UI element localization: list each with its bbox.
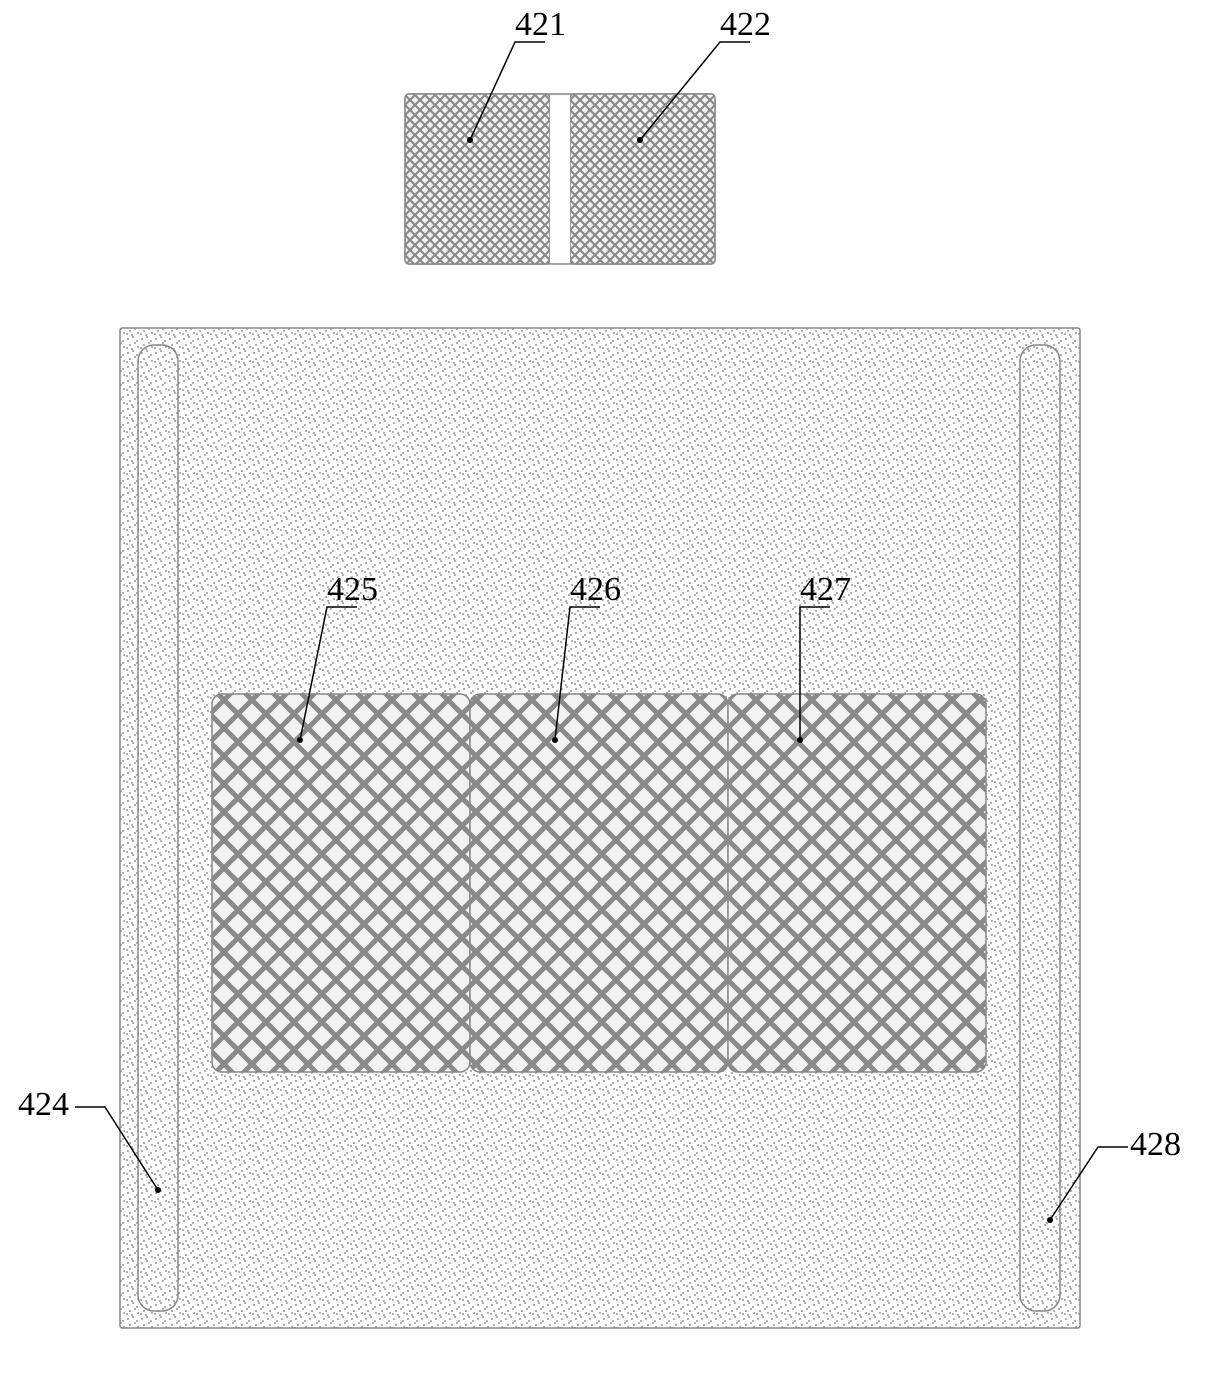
label-426: 426 <box>570 571 621 608</box>
leader-tip-427 <box>797 737 803 743</box>
block-422 <box>570 94 715 264</box>
label-421: 421 <box>515 6 566 43</box>
block-426 <box>470 694 728 1072</box>
label-427: 427 <box>800 571 851 608</box>
leader-tip-424 <box>155 1187 161 1193</box>
leader-tip-428 <box>1047 1217 1053 1223</box>
label-424: 424 <box>18 1086 69 1123</box>
leader-tip-421 <box>467 137 473 143</box>
block-425 <box>212 694 470 1072</box>
leader-tip-425 <box>297 737 303 743</box>
leader-tip-426 <box>552 737 558 743</box>
sidebar-424 <box>138 345 178 1311</box>
block-421 <box>405 94 550 264</box>
leader-tip-422 <box>637 137 643 143</box>
label-425: 425 <box>327 571 378 608</box>
label-428: 428 <box>1130 1126 1181 1163</box>
sidebar-428 <box>1020 345 1060 1311</box>
upper-gap <box>550 96 570 262</box>
block-427 <box>728 694 986 1072</box>
label-422: 422 <box>720 6 771 43</box>
